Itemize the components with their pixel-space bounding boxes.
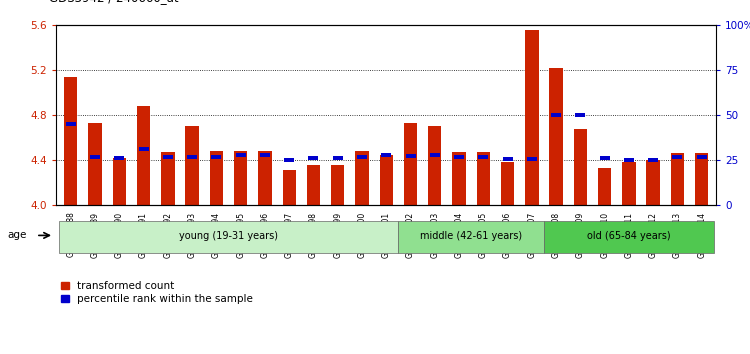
Bar <box>670 153 684 205</box>
Bar <box>185 126 199 205</box>
Bar <box>139 147 148 151</box>
Text: middle (42-61 years): middle (42-61 years) <box>420 232 522 241</box>
Bar <box>648 158 658 162</box>
Bar <box>454 155 464 159</box>
Bar <box>673 155 682 159</box>
Bar <box>356 151 369 205</box>
Text: young (19-31 years): young (19-31 years) <box>179 232 278 241</box>
Bar <box>550 68 562 205</box>
Bar <box>234 151 248 205</box>
Bar <box>188 155 197 159</box>
Bar <box>525 30 538 205</box>
FancyBboxPatch shape <box>58 221 398 253</box>
Bar <box>600 156 610 160</box>
Bar <box>260 153 270 156</box>
Bar <box>331 165 344 205</box>
Bar <box>357 155 367 159</box>
Bar <box>404 123 417 205</box>
FancyBboxPatch shape <box>544 221 714 253</box>
Bar <box>114 156 125 160</box>
Bar <box>624 158 634 162</box>
Bar <box>64 77 77 205</box>
Bar <box>307 165 320 205</box>
Bar <box>646 160 660 205</box>
Bar <box>695 153 708 205</box>
Bar <box>210 151 223 205</box>
Bar <box>211 155 221 159</box>
Bar <box>428 126 442 205</box>
Bar <box>478 155 488 159</box>
Bar <box>308 156 319 160</box>
Bar <box>406 154 416 158</box>
Bar <box>112 158 126 205</box>
Legend: transformed count, percentile rank within the sample: transformed count, percentile rank withi… <box>62 281 253 304</box>
Bar <box>284 158 294 162</box>
Bar <box>697 155 706 159</box>
Bar <box>236 153 246 156</box>
Bar <box>283 170 296 205</box>
Bar <box>66 122 76 126</box>
Bar <box>622 162 635 205</box>
Bar <box>574 129 587 205</box>
Bar <box>430 153 439 156</box>
Bar <box>88 123 102 205</box>
Bar <box>501 162 515 205</box>
Bar <box>575 113 585 117</box>
Bar <box>452 152 466 205</box>
Bar <box>161 152 175 205</box>
FancyBboxPatch shape <box>398 221 544 253</box>
Text: age: age <box>8 230 27 240</box>
Bar <box>90 155 100 159</box>
Bar <box>477 152 490 205</box>
Bar <box>503 157 512 161</box>
Bar <box>551 113 561 117</box>
Bar <box>333 156 343 160</box>
Bar <box>381 153 392 156</box>
Bar <box>526 157 537 161</box>
Bar <box>258 151 272 205</box>
Text: GDS3942 / 240660_at: GDS3942 / 240660_at <box>49 0 178 4</box>
Bar <box>598 168 611 205</box>
Bar <box>137 106 150 205</box>
Bar <box>163 155 172 159</box>
Text: old (65-84 years): old (65-84 years) <box>587 232 670 241</box>
Bar <box>380 155 393 205</box>
